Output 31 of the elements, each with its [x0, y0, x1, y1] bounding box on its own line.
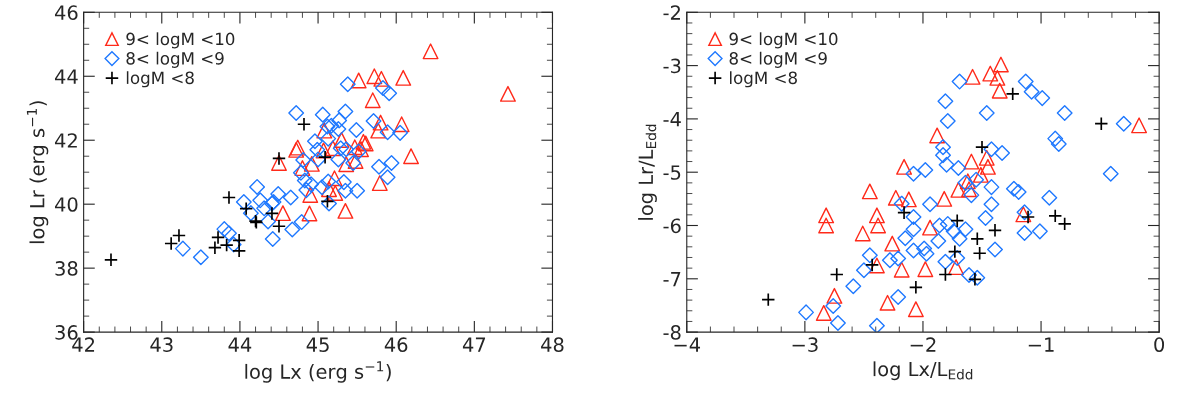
- x-tick-label: 43: [150, 337, 173, 353]
- y-tick-label: -6: [663, 218, 681, 234]
- y-tick-label: -2: [663, 5, 680, 20]
- x-tick-label: 45: [306, 337, 329, 353]
- legend-label: 8< logM <9: [729, 51, 827, 68]
- y-axis-title: log Lr (erg s$^{−1}$): [26, 101, 49, 244]
- y-tick-label: -4: [663, 112, 681, 127]
- x-axis-title: log Lx (erg s$^{−1}$): [245, 361, 391, 383]
- x-tick-label: −1: [1028, 337, 1054, 352]
- x-tick-label: −3: [792, 337, 818, 353]
- y-tick-label: 46: [54, 5, 78, 20]
- y-tick-label: 38: [55, 261, 78, 276]
- y-tick-label: -7: [663, 272, 681, 287]
- legend-label: 9< logM <10: [729, 32, 838, 49]
- x-tick-label: 46: [384, 337, 408, 353]
- y-tick-label: 40: [54, 197, 78, 212]
- legend-label: logM <8: [730, 71, 797, 88]
- x-tick-label: 0: [1154, 337, 1165, 353]
- y-tick-label: -5: [663, 165, 681, 180]
- legend-label: logM <8: [126, 71, 194, 88]
- y-tick-label: -3: [663, 58, 681, 74]
- x-tick-label: 47: [462, 337, 486, 352]
- x-tick-label: −2: [910, 337, 936, 352]
- legend-label: 9< logM <10: [126, 32, 235, 49]
- x-axis-title: log Lx/L$_{Edd}$: [873, 361, 973, 381]
- x-tick-label: 48: [541, 337, 564, 353]
- y-axis-title: log Lr/L$_{Edd}$: [638, 124, 657, 220]
- legend-label: 8< logM <9: [126, 51, 224, 68]
- y-tick-label: 42: [54, 133, 77, 148]
- y-tick-label: 44: [54, 69, 78, 84]
- x-tick-label: 44: [228, 337, 252, 352]
